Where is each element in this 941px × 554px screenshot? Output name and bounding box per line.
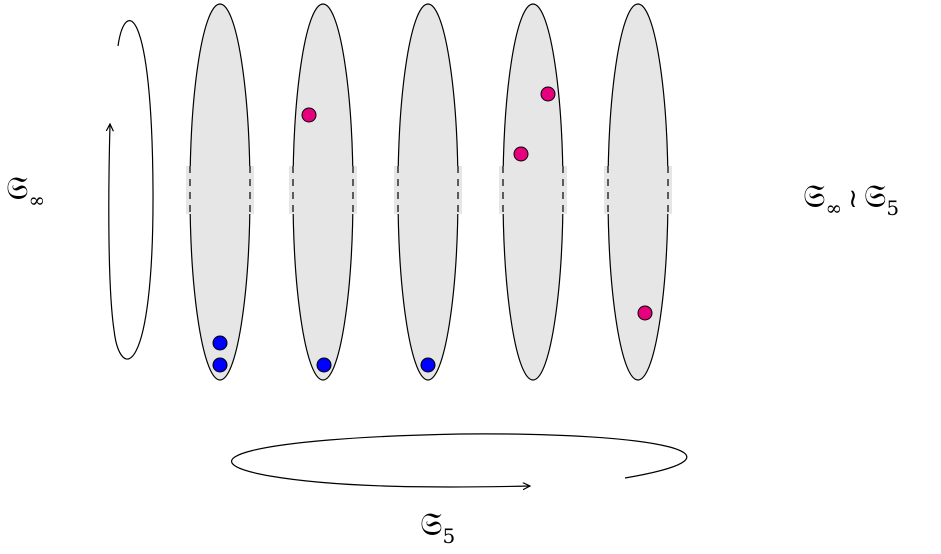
label-s-5: 𝔖5 (420, 508, 455, 546)
label-right-symbol-2: 𝔖 (863, 177, 887, 215)
pink-dot (513, 146, 529, 162)
ellipse-2 (289, 3, 357, 381)
wreath-operator: ≀ (848, 184, 858, 214)
blue-dot (212, 335, 228, 351)
label-s-infinity: 𝔖∞ (6, 172, 45, 210)
label-bottom-symbol: 𝔖 (420, 505, 443, 543)
label-left-subscript: ∞ (28, 188, 46, 212)
ellipse-3 (394, 3, 462, 381)
label-bottom-subscript: 5 (442, 524, 456, 548)
pink-dot (637, 305, 653, 321)
bottom-rotation-arrow (231, 433, 688, 487)
label-left-symbol: 𝔖 (6, 169, 29, 207)
label-right-subscript-2: 5 (886, 196, 900, 220)
label-right-symbol-1: 𝔖 (803, 177, 826, 215)
pink-dot (301, 107, 317, 123)
left-rotation-arrow (109, 20, 154, 360)
pink-dot (540, 86, 556, 102)
blue-dot (420, 357, 436, 373)
ellipse-1 (186, 3, 254, 381)
label-wreath-product: 𝔖∞ ≀ 𝔖5 (803, 180, 899, 218)
ellipse-4 (499, 3, 567, 381)
blue-dot (212, 357, 228, 373)
ellipse-5 (604, 3, 672, 381)
blue-dot (316, 357, 332, 373)
label-right-subscript-1: ∞ (825, 196, 843, 220)
